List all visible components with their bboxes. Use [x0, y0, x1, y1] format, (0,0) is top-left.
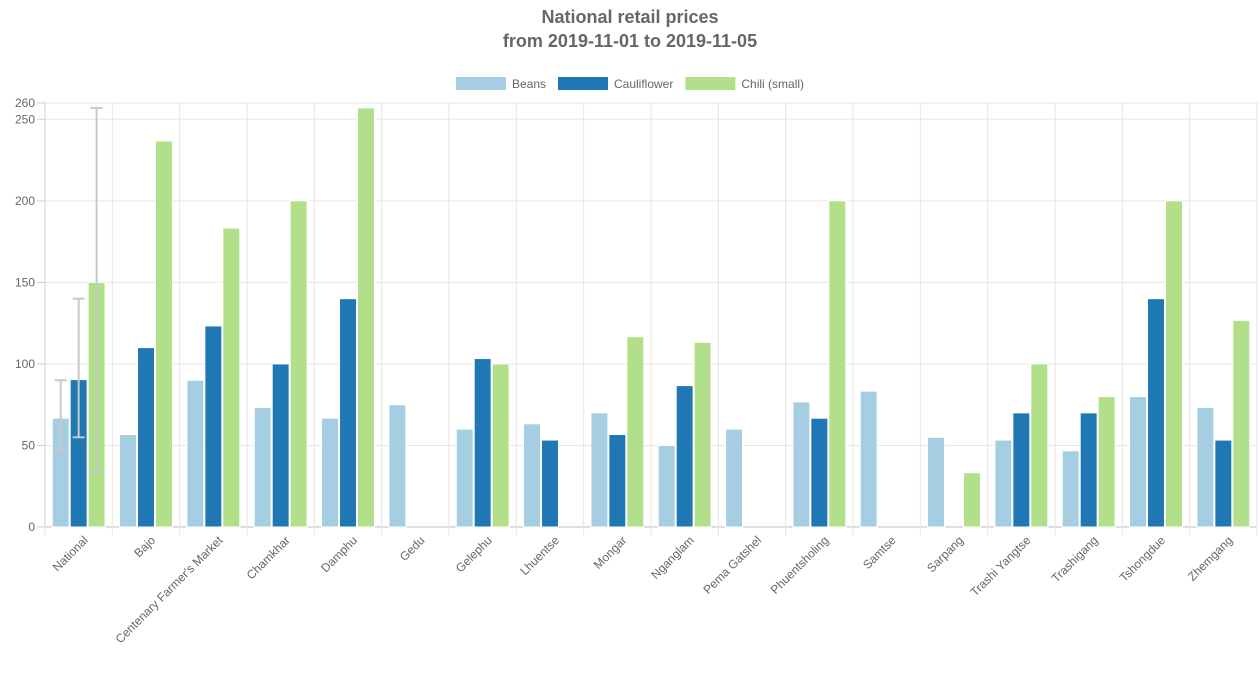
legend-label: Chili (small) — [741, 77, 804, 91]
bar-beans — [725, 428, 744, 528]
chart-subtitle: from 2019-11-01 to 2019-11-05 — [502, 31, 758, 51]
bar-beans — [590, 412, 609, 528]
bar-beans — [1061, 450, 1080, 528]
bar-cauliflower — [1214, 439, 1233, 528]
bar-chili-small- — [491, 363, 510, 528]
bar-chili-small- — [1097, 396, 1116, 528]
bar-chili-small- — [289, 200, 308, 528]
bar-cauliflower — [1079, 412, 1098, 528]
x-tick-label: Gelephu — [453, 533, 495, 575]
bar-cauliflower — [608, 434, 627, 528]
x-tick-label: Trashigang — [1049, 533, 1101, 585]
x-tick-label: Centenary Farmer's Market — [113, 533, 226, 646]
y-tick-label: 250 — [15, 112, 35, 126]
bar-chili-small- — [693, 341, 712, 528]
x-tick-label: Nganglam — [648, 533, 697, 582]
bar-beans — [1129, 396, 1148, 528]
x-tick-label: Samtse — [860, 533, 899, 572]
x-tick-label: Mongar — [591, 533, 630, 572]
bar-beans — [321, 417, 340, 528]
bar-beans — [1196, 406, 1215, 528]
bar-chili-small- — [154, 140, 173, 528]
y-tick-label: 50 — [22, 438, 36, 452]
bar-beans — [388, 404, 407, 528]
bar-beans — [119, 434, 138, 528]
legend-swatch-cauliflower — [558, 77, 608, 90]
y-tick-label: 100 — [15, 357, 35, 371]
x-tick-label: Pema Gatshel — [700, 533, 764, 597]
bar-cauliflower — [1012, 412, 1031, 528]
x-tick-label: National — [50, 533, 91, 574]
legend-swatch-beans — [455, 77, 506, 90]
bar-beans — [186, 379, 205, 528]
bar-beans — [859, 390, 878, 528]
legend-swatch-chili-small- — [685, 77, 736, 90]
y-tick-label: 260 — [15, 96, 35, 110]
chart-title: National retail prices — [541, 7, 719, 27]
legend-label: Cauliflower — [614, 77, 673, 91]
y-tick-label: 0 — [28, 520, 35, 534]
bar-cauliflower — [810, 417, 829, 528]
x-tick-label: Bajo — [131, 533, 158, 560]
x-tick-label: Phuentsholing — [768, 533, 832, 597]
legend-label: Beans — [512, 77, 546, 91]
x-tick-label: Damphu — [318, 533, 360, 575]
bar-chili-small- — [828, 200, 847, 528]
bar-beans — [792, 401, 811, 528]
bar-beans — [455, 428, 474, 528]
bar-cauliflower — [137, 347, 155, 528]
bar-beans — [253, 406, 272, 528]
bar-cauliflower — [339, 298, 357, 528]
bar-cauliflower — [271, 363, 290, 528]
y-tick-label: 200 — [15, 194, 35, 208]
bar-chili-small- — [1232, 319, 1251, 528]
x-tick-label: Tshongdue — [1117, 533, 1169, 585]
bar-chili-small- — [1164, 200, 1183, 528]
bar-chili-small- — [356, 107, 375, 528]
bar-cauliflower — [675, 385, 694, 528]
x-tick-label: Sarpang — [924, 533, 966, 575]
bar-beans — [927, 436, 946, 528]
bar-beans — [523, 423, 542, 528]
bar-chili-small- — [1030, 363, 1049, 528]
x-tick-label: Chamkhar — [244, 533, 293, 582]
x-tick-label: Gedu — [397, 533, 428, 564]
bar-cauliflower — [204, 325, 223, 528]
x-tick-label: Trashi Yangtse — [968, 533, 1034, 599]
bar-beans — [657, 444, 676, 528]
bar-chili-small- — [962, 472, 981, 528]
bar-chili-small- — [626, 336, 645, 528]
bar-cauliflower — [1147, 298, 1165, 528]
bar-beans — [994, 439, 1013, 528]
bar-cauliflower — [541, 439, 559, 528]
bar-chili-small- — [222, 227, 241, 528]
x-tick-label: Zhemgang — [1185, 533, 1235, 583]
bar-cauliflower — [473, 358, 492, 528]
x-tick-label: Lhuentse — [517, 533, 562, 578]
y-tick-label: 150 — [15, 275, 35, 289]
